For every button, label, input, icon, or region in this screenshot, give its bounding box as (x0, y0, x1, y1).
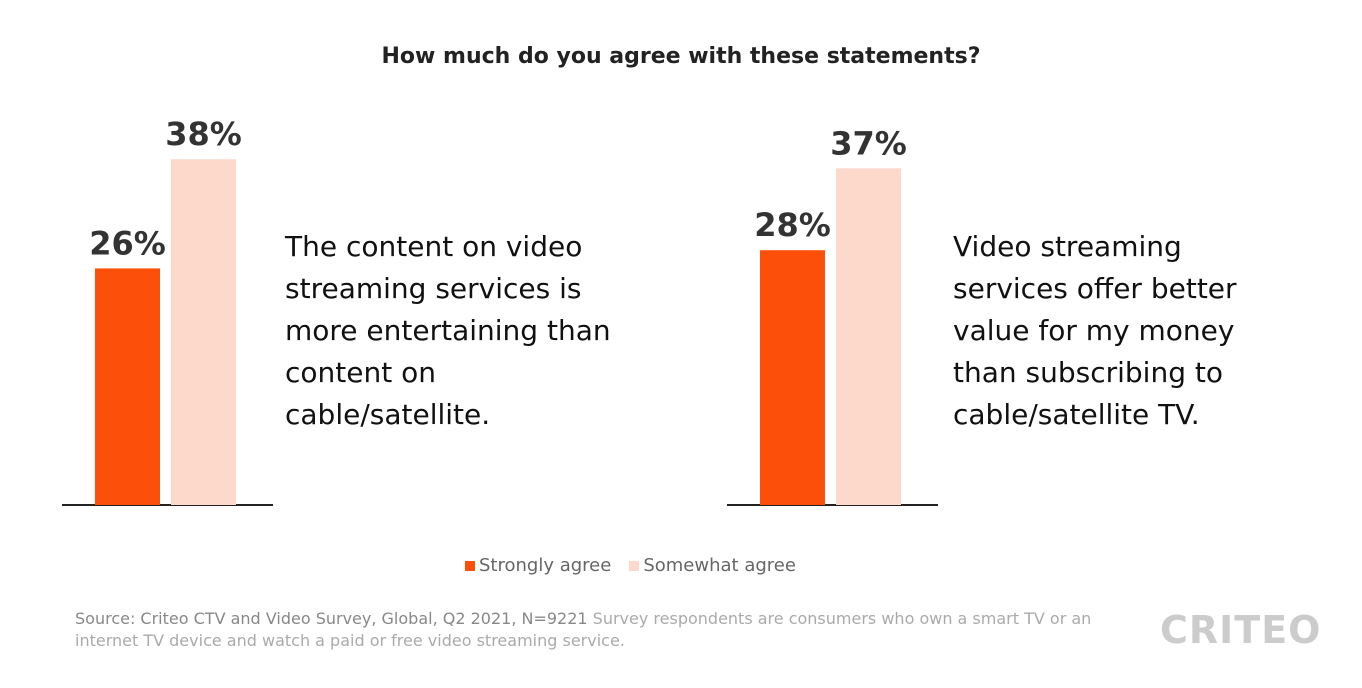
legend-label: Somewhat agree (643, 555, 796, 576)
bar (171, 159, 236, 505)
note: Survey respondents are consumers who own… (75, 609, 1092, 650)
value-label: 38% (165, 115, 242, 153)
bar (95, 268, 160, 505)
legend-item: Somewhat agree (629, 555, 796, 576)
footnote: Source: Criteo CTV and Video Survey, Glo… (75, 608, 1125, 652)
source: Source: Criteo CTV and Video Survey, Glo… (75, 609, 588, 628)
legend-swatch (629, 561, 640, 571)
logo: CRITEO (1160, 608, 1322, 652)
value-label: 26% (89, 224, 166, 262)
legend: Strongly agree Somewhat agree (465, 555, 796, 576)
statement: The content on video streaming services … (285, 230, 611, 431)
chart-title: How much do you agree with these stateme… (381, 44, 981, 69)
value-label: 37% (830, 124, 907, 162)
legend-swatch (465, 561, 475, 571)
legend-item: Strongly agree (465, 555, 611, 576)
legend-label: Strongly agree (479, 555, 612, 576)
statement: Video streaming services offer better va… (953, 230, 1237, 431)
bar (760, 250, 825, 505)
bar (836, 168, 901, 506)
value-label: 28% (754, 206, 831, 244)
